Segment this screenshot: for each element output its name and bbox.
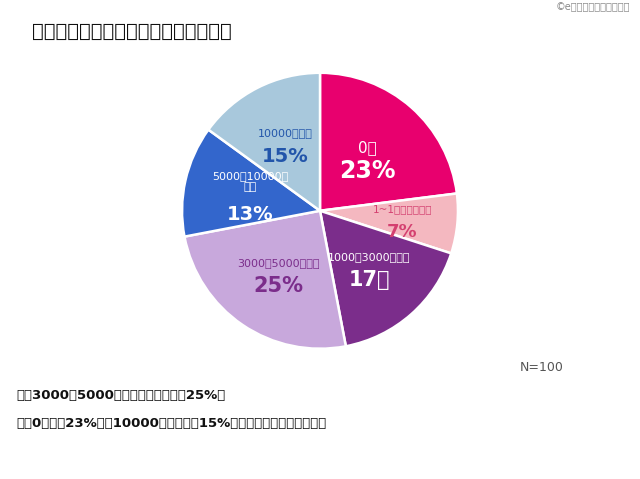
Text: 15%: 15% — [262, 148, 309, 166]
Text: 23%: 23% — [339, 159, 396, 183]
Wedge shape — [320, 211, 451, 346]
Wedge shape — [184, 211, 346, 349]
Text: ・「0円」が23%、「10000円以上」も15%で、バラつきが見られる。: ・「0円」が23%、「10000円以上」も15%で、バラつきが見られる。 — [16, 417, 326, 430]
Text: 17％: 17％ — [349, 271, 390, 290]
Text: ©eラーニング戦略研究所: ©eラーニング戦略研究所 — [556, 2, 630, 12]
Text: 10000円以上: 10000円以上 — [258, 128, 313, 138]
Wedge shape — [320, 73, 457, 211]
Text: ・「3000～5000円」がもっとも多く25%。: ・「3000～5000円」がもっとも多く25%。 — [16, 389, 225, 402]
Wedge shape — [320, 194, 458, 253]
Wedge shape — [182, 130, 320, 237]
Text: 25%: 25% — [253, 276, 303, 296]
Text: 3000～5000円未満: 3000～5000円未満 — [237, 258, 319, 268]
Text: 5000～10000円
未満: 5000～10000円 未満 — [212, 171, 288, 192]
Text: 1000～3000円未満: 1000～3000円未満 — [328, 252, 410, 262]
Text: 13%: 13% — [227, 205, 273, 224]
Text: 0円: 0円 — [358, 140, 377, 155]
Wedge shape — [209, 73, 320, 211]
Text: 1~1０００円未満: 1~1０００円未満 — [372, 204, 432, 214]
Text: 社会人のeラーニング学習と学習記録の活用に関する意識調査報告書: 社会人のeラーニング学習と学習記録の活用に関する意識調査報告書 — [211, 450, 429, 463]
Text: 受講料は月額およそいくら位ですか。: 受講料は月額およそいくら位ですか。 — [32, 22, 232, 41]
Text: N=100: N=100 — [519, 361, 563, 374]
Text: 7%: 7% — [387, 223, 418, 241]
